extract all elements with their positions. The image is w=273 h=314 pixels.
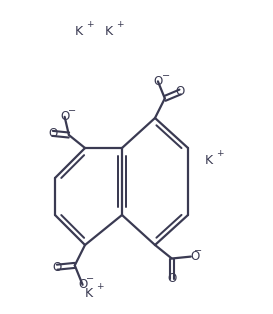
Text: K: K <box>105 25 113 38</box>
Text: K: K <box>85 287 93 300</box>
Text: O: O <box>191 250 200 263</box>
Text: O: O <box>167 273 176 285</box>
Text: O: O <box>176 85 185 99</box>
Text: O: O <box>78 278 87 291</box>
Text: +: + <box>216 149 224 158</box>
Text: O: O <box>60 110 69 123</box>
Text: −: − <box>68 106 76 116</box>
Text: +: + <box>96 282 103 291</box>
Text: O: O <box>48 127 57 140</box>
Text: +: + <box>117 20 124 29</box>
Text: −: − <box>86 274 94 284</box>
Text: K: K <box>205 154 213 167</box>
Text: O: O <box>153 75 162 88</box>
Text: K: K <box>75 25 83 38</box>
Text: −: − <box>162 71 170 81</box>
Text: −: − <box>194 246 203 256</box>
Text: O: O <box>52 261 62 274</box>
Text: +: + <box>87 20 94 29</box>
